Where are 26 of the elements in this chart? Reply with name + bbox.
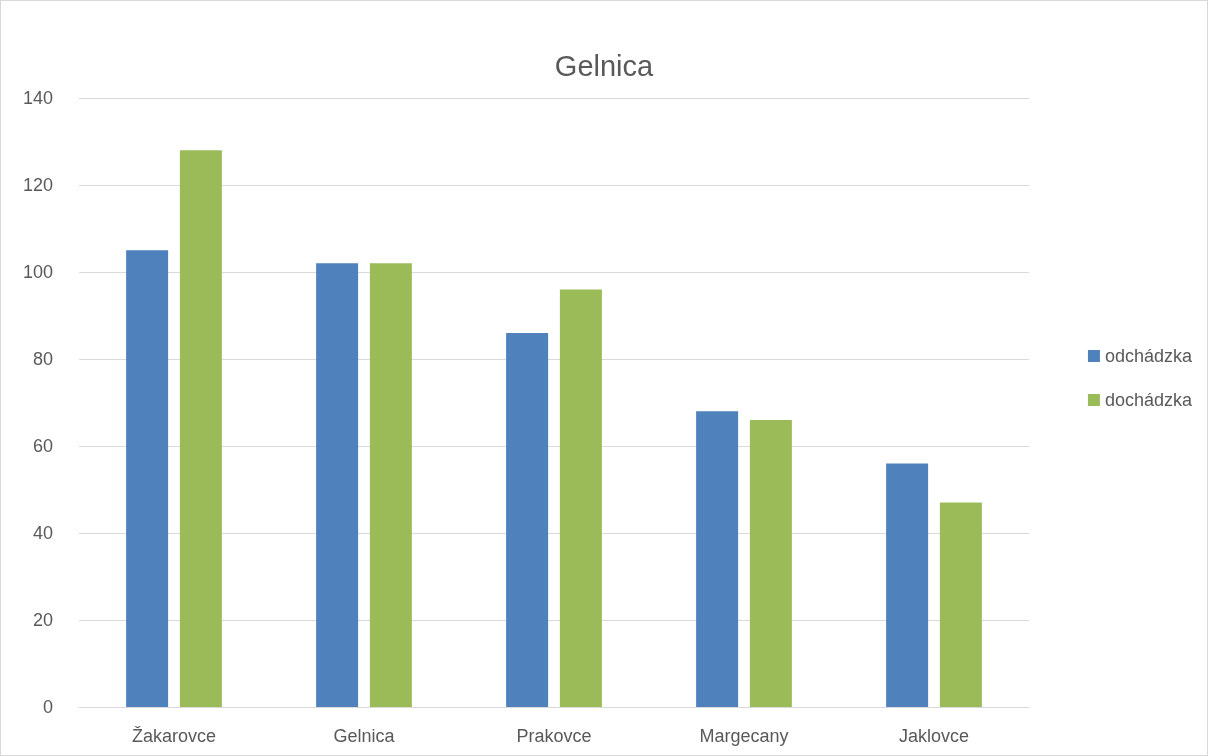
y-tick-label: 120 [22,175,53,195]
bar [506,332,549,707]
y-tick-label: 20 [32,610,53,630]
y-tick-label: 140 [22,88,53,108]
bar [939,502,982,707]
y-tick-label: 0 [42,697,53,717]
bar [126,250,169,707]
x-tick-label: Gelnica [333,726,396,746]
bar [886,463,929,707]
x-tick-label: Prakovce [516,726,592,746]
y-tick-label: 40 [32,523,53,543]
x-tick-label: Margecany [699,726,789,746]
x-tick-label: Jaklovce [898,726,970,746]
y-tick-label: 100 [22,262,53,282]
chart-title: Gelnica [554,49,655,82]
bar [316,263,359,707]
bar [369,263,412,707]
x-tick-label: Žakarovce [131,726,217,746]
y-tick-label: 80 [32,349,53,369]
legend-label: dochádzka [1104,390,1193,410]
y-tick-label: 60 [32,436,53,456]
bar [696,411,739,707]
legend-label: odchádzka [1104,346,1193,366]
bar [179,150,222,707]
bar [749,419,792,707]
bar [559,289,602,707]
